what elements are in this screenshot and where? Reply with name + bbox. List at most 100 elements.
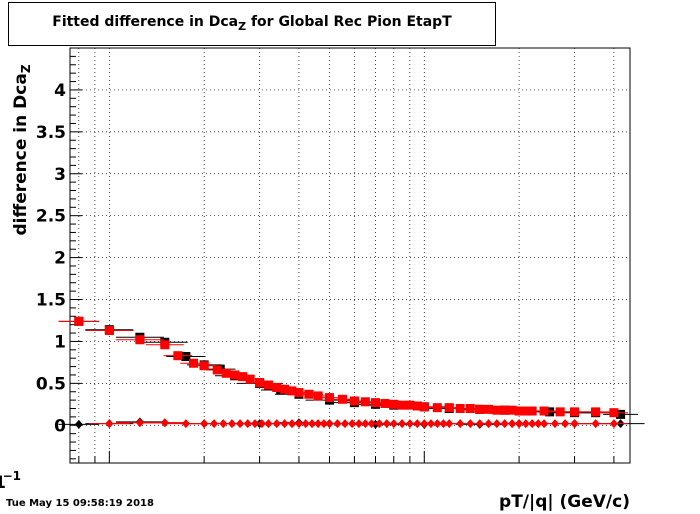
data-point-diamond [227, 419, 236, 429]
x-tick-label: 10−1 [0, 469, 21, 493]
data-point-diamond [135, 418, 144, 428]
y-tick-label: 3.5 [36, 123, 66, 143]
data-point-diamond [475, 419, 484, 429]
data-point-square [294, 388, 304, 398]
data-point-diamond [287, 419, 296, 429]
data-point-square [570, 407, 580, 417]
data-point-square [287, 386, 297, 396]
data-point-diamond [426, 419, 435, 429]
data-point-diamond [367, 419, 376, 429]
data-point-diamond [528, 419, 537, 429]
data-point-diamond [200, 419, 209, 429]
data-point-square [230, 370, 240, 380]
title-box: Fitted difference in DcaZ for Global Rec… [8, 2, 496, 46]
x-tick-label: 1 [0, 473, 6, 493]
data-point-square [444, 403, 454, 413]
data-point-square [591, 407, 601, 417]
data-point-square [280, 384, 290, 394]
data-point-diamond [375, 419, 384, 429]
data-point-diamond [445, 419, 454, 429]
data-point-diamond [74, 419, 83, 429]
data-point-diamond [160, 418, 169, 428]
data-point-square [221, 368, 231, 378]
data-point-square [304, 389, 314, 399]
timestamp: Tue May 15 09:58:19 2018 [6, 498, 154, 509]
data-point-diamond [591, 419, 600, 429]
data-point-square [272, 383, 282, 393]
data-point-square [104, 326, 114, 336]
data-point-diamond [294, 419, 303, 429]
data-point-square [405, 400, 415, 410]
data-point-diamond [405, 419, 414, 429]
data-point-diamond [181, 419, 190, 429]
data-point-diamond [272, 419, 281, 429]
data-point-square [349, 396, 359, 406]
data-point-diamond [420, 419, 429, 429]
data-point-diamond [508, 419, 517, 429]
data-point-diamond [540, 419, 549, 429]
data-point-diamond [236, 419, 245, 429]
y-axis-label: difference in DcaZ [10, 64, 34, 236]
data-point-diamond [354, 419, 363, 429]
data-point-square [370, 398, 380, 408]
data-point-diamond [521, 419, 530, 429]
data-point-diamond [413, 419, 422, 429]
data-point-diamond [250, 419, 259, 429]
data-point-diamond [389, 419, 398, 429]
data-point-diamond [609, 419, 618, 429]
data-point-square [616, 409, 626, 419]
data-point-square [507, 405, 517, 415]
data-point-square [432, 403, 442, 413]
data-point-square [539, 406, 549, 416]
y-tick-label: 1 [54, 332, 66, 352]
data-point-diamond [301, 419, 310, 429]
x-axis-label: pT/|q| (GeV/c) [499, 492, 630, 512]
data-point-square [313, 391, 323, 401]
data-point-diamond [340, 419, 349, 429]
data-point-diamond [210, 419, 219, 429]
data-point-square [484, 404, 494, 414]
data-point-square [212, 365, 222, 375]
data-point-diamond [398, 419, 407, 429]
data-point-square [492, 405, 502, 415]
data-point-diamond [243, 419, 252, 429]
data-point-square [238, 372, 248, 382]
data-point-square [475, 404, 485, 414]
data-point-square [74, 316, 84, 326]
data-point-square [389, 399, 399, 409]
data-point-diamond [433, 419, 442, 429]
y-tick-label: 0.5 [36, 374, 66, 394]
data-point-diamond [105, 419, 114, 429]
data-point-square [245, 374, 255, 384]
data-point-square [188, 358, 198, 368]
data-point-square [135, 335, 145, 345]
y-tick-label: 2.5 [36, 207, 66, 227]
data-point-square [465, 404, 475, 414]
y-tick-label: 3 [54, 165, 66, 185]
data-point-square [455, 404, 465, 414]
data-point-diamond [456, 419, 465, 429]
data-point-square [181, 352, 191, 362]
data-point-square [160, 340, 170, 350]
data-point-square [199, 361, 209, 371]
data-point-square [500, 405, 510, 415]
data-point-diamond [570, 419, 579, 429]
data-point-square [419, 402, 429, 412]
data-point-square [338, 394, 348, 404]
data-point-diamond [484, 419, 493, 429]
data-point-square [255, 378, 265, 388]
data-point-diamond [280, 419, 289, 429]
data-point-diamond [333, 419, 342, 429]
data-point-diamond [348, 419, 357, 429]
y-tick-label: 1.5 [36, 291, 66, 311]
data-point-square [397, 400, 407, 410]
data-point-diamond [314, 419, 323, 429]
data-point-square [324, 393, 334, 403]
data-point-square [514, 406, 524, 416]
data-point-diamond [500, 419, 509, 429]
y-tick-label: 0 [54, 416, 66, 436]
data-point-diamond [307, 419, 316, 429]
data-point-square [412, 401, 422, 411]
data-point-diamond [219, 419, 228, 429]
data-point-square [360, 397, 370, 407]
